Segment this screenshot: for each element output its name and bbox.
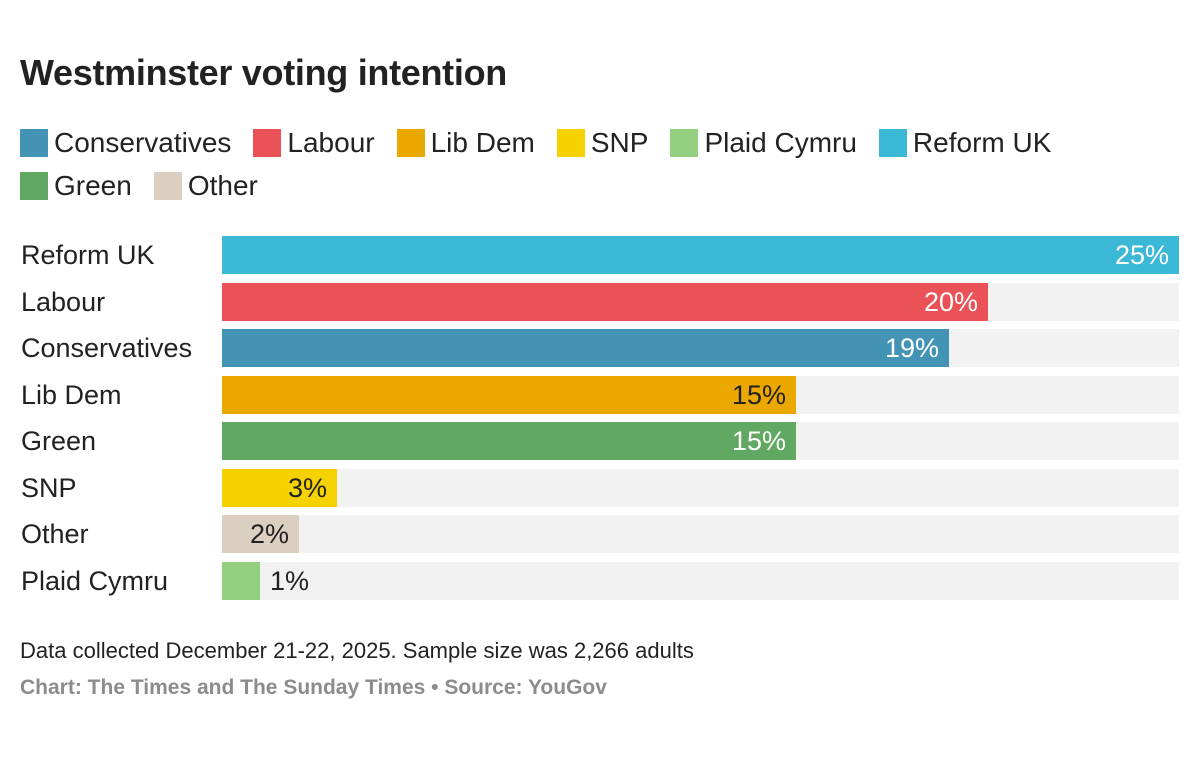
legend-swatch xyxy=(396,129,425,157)
legend-item: Reform UK xyxy=(878,127,1052,158)
bar-row: Other 2% xyxy=(0,515,1200,553)
bar-row: Labour 20% xyxy=(0,282,1200,321)
value-label: 3% xyxy=(287,472,327,503)
bar xyxy=(222,375,796,414)
bar-track: 2% xyxy=(222,515,1179,553)
legend-swatch xyxy=(556,129,585,157)
chart-credit: Chart: The Times and The Sunday Times • … xyxy=(20,676,607,699)
bar-track: 25% xyxy=(222,236,1179,274)
category-label: SNP xyxy=(21,472,77,503)
bar-row: Conservatives 19% xyxy=(0,329,1200,367)
bar xyxy=(222,515,299,553)
legend-item: Conservatives xyxy=(20,128,231,158)
category-label: Labour xyxy=(21,286,106,317)
bar xyxy=(222,329,949,367)
legend-swatch xyxy=(20,129,48,157)
category-label: Reform UK xyxy=(21,240,155,270)
category-label: Other xyxy=(21,519,89,549)
bar-track: 1% xyxy=(222,561,1179,600)
category-label: Conservatives xyxy=(21,333,193,363)
data-note: Data collected December 21-22, 2025. Sam… xyxy=(20,638,694,663)
bar-track: 15% xyxy=(222,375,1179,414)
value-label: 15% xyxy=(731,379,786,410)
category-label: Plaid Cymru xyxy=(21,565,169,596)
legend-swatch xyxy=(20,172,48,200)
value-label: 19% xyxy=(884,333,939,363)
bar-track: 15% xyxy=(222,422,1179,460)
value-label: 25% xyxy=(1114,240,1169,270)
legend-item: SNP xyxy=(556,127,649,158)
bar-row: Reform UK 25% xyxy=(0,236,1200,274)
bar xyxy=(222,282,988,321)
chart-legend: Conservatives Labour Lib Dem SNP Plaid Cymru… xyxy=(20,128,1190,201)
value-label: 20% xyxy=(923,286,978,317)
bar-chart: Reform UK 25% Labour 20% Conservatives 19% Lib… xyxy=(0,236,1200,600)
legend-item: Green xyxy=(20,171,132,201)
bar xyxy=(222,468,337,507)
value-label: 15% xyxy=(731,426,786,456)
legend-label: Plaid Cymru xyxy=(704,127,857,158)
legend-label: Reform UK xyxy=(912,127,1052,158)
legend-item: Plaid Cymru xyxy=(670,127,857,158)
legend-label: Lib Dem xyxy=(430,127,535,158)
bar-row: Green 15% xyxy=(0,422,1200,460)
bar-track: 20% xyxy=(222,282,1179,321)
bar xyxy=(222,561,260,600)
legend-swatch xyxy=(153,172,182,200)
legend-label: Other xyxy=(187,170,258,201)
bar-row: Plaid Cymru 1% xyxy=(0,561,1200,600)
value-label: 2% xyxy=(249,519,289,549)
legend-label: Conservatives xyxy=(54,127,232,158)
bar xyxy=(222,236,1179,274)
legend-swatch xyxy=(878,129,907,157)
chart-title: Westminster voting intention xyxy=(20,52,507,93)
category-label: Lib Dem xyxy=(21,379,122,410)
legend-label: Green xyxy=(54,170,132,201)
legend-swatch xyxy=(253,129,282,157)
category-label: Green xyxy=(21,426,97,456)
value-label: 1% xyxy=(270,565,310,596)
legend-item: Lib Dem xyxy=(396,127,535,158)
legend-swatch xyxy=(670,129,699,157)
legend-item: Other xyxy=(153,170,258,201)
bar xyxy=(222,422,796,460)
legend-label: Labour xyxy=(287,127,375,158)
bar-track: 19% xyxy=(222,329,1179,367)
legend-item: Labour xyxy=(253,127,375,158)
bar-row: SNP 3% xyxy=(0,468,1200,507)
legend-label: SNP xyxy=(590,127,649,158)
bar-row: Lib Dem 15% xyxy=(0,375,1200,414)
bar-track: 3% xyxy=(222,468,1179,507)
